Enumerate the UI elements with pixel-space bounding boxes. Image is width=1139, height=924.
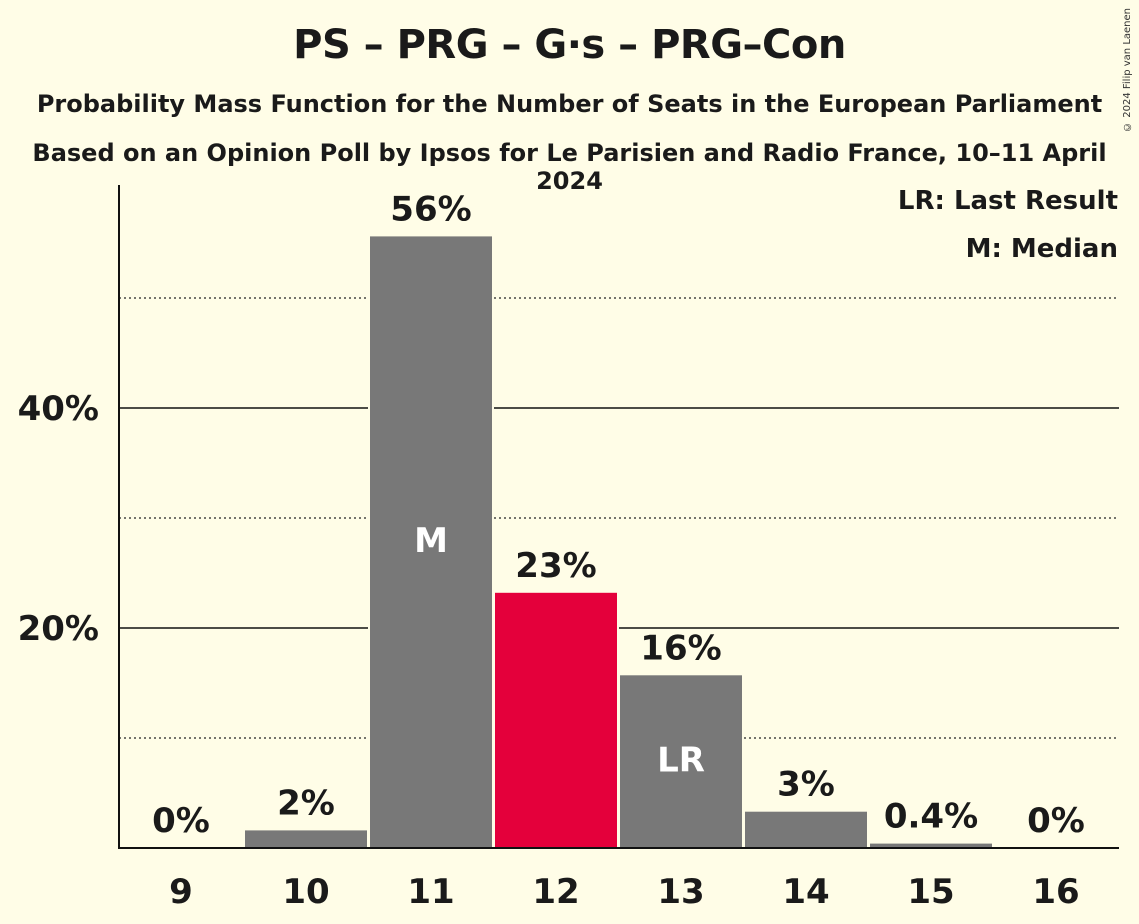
data-label: 56% [390, 189, 471, 229]
data-label: 0.4% [884, 797, 978, 837]
data-label: 16% [640, 628, 721, 668]
data-label: 23% [515, 546, 596, 586]
x-tick-label: 12 [532, 872, 579, 912]
bars [243, 234, 994, 848]
bar-mark-label: LR [657, 741, 705, 781]
legend: LR: Last Result M: Median [898, 186, 1118, 264]
data-label: 2% [277, 783, 335, 823]
bar [620, 675, 742, 848]
chart-subtitle-1: Probability Mass Function for the Number… [36, 90, 1103, 118]
bar [370, 236, 492, 848]
axes [118, 185, 1119, 849]
bar [495, 592, 617, 848]
data-label: 0% [1027, 801, 1085, 841]
x-tick-label: 11 [407, 872, 454, 912]
data-label: 0% [152, 801, 210, 841]
data-label: 3% [777, 765, 835, 805]
bar [245, 830, 367, 848]
bar [745, 811, 867, 848]
x-tick-label: 9 [169, 872, 193, 912]
legend-entry: M: Median [966, 234, 1118, 264]
x-tick-label: 10 [282, 872, 329, 912]
x-tick-label: 16 [1032, 872, 1079, 912]
x-tick-label: 15 [907, 872, 954, 912]
chart-subtitle-2: Based on an Opinion Poll by Ipsos for Le… [32, 139, 1107, 195]
x-tick-label: 13 [657, 872, 704, 912]
y-tick-label: 20% [18, 609, 99, 649]
chart-title: PS – PRG – G·s – PRG–Con [293, 22, 846, 68]
y-tick-label: 40% [18, 389, 99, 429]
legend-entry: LR: Last Result [898, 186, 1118, 216]
labels: 20% 40% 0% 9 2% 10 56% M 11 23% 12 16% LR 13 3% 14 0.4% 1… [18, 189, 1085, 912]
bar-mark-label: M [414, 521, 448, 561]
bar [870, 843, 992, 848]
x-tick-label: 14 [782, 872, 829, 912]
